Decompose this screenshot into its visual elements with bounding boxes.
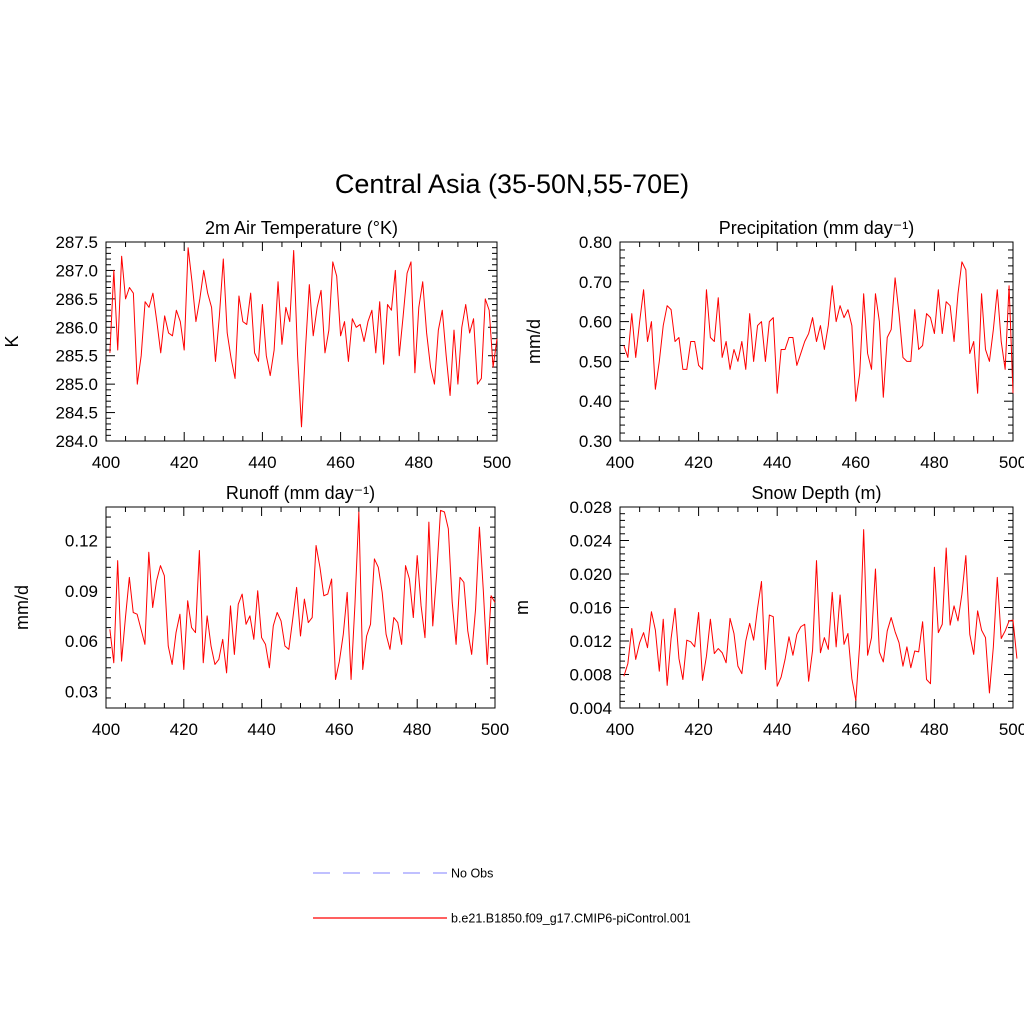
y-tick-label-precipitation: 0.80 (579, 233, 612, 252)
x-tick-label-snow-depth: 460 (842, 720, 870, 739)
y-tick-label-precipitation: 0.60 (579, 313, 612, 332)
x-tick-label-temperature: 440 (248, 453, 276, 472)
x-tick-label-temperature: 400 (92, 453, 120, 472)
panel-snow-depth: Snow Depth (m) m 400 420 440 460 480 500 0.004 0.… (512, 483, 1024, 739)
x-tick-label-temperature: 420 (170, 453, 198, 472)
y-tick-label-snow-depth: 0.028 (569, 498, 612, 517)
panel-title-temperature: 2m Air Temperature (°K) (205, 218, 398, 238)
y-tick-label-precipitation: 0.50 (579, 352, 612, 371)
series-line-runoff (109, 509, 496, 681)
ylabel-precipitation: mm/d (524, 319, 544, 364)
ylabel-snow-depth: m (512, 600, 532, 615)
x-tick-label-snow-depth: 480 (920, 720, 948, 739)
y-tick-label-temperature: 284.0 (55, 432, 98, 451)
x-tick-label-snow-depth: 400 (606, 720, 634, 739)
legend: No Obs b.e21.B1850.f09_g17.CMIP6-piContr… (313, 867, 691, 926)
panel-temperature: 2m Air Temperature (°K) K 400 420 440 460 480 5… (2, 218, 511, 472)
panel-title-snow-depth: Snow Depth (m) (751, 483, 881, 503)
y-tick-label-temperature: 285.5 (55, 347, 98, 366)
y-tick-label-runoff: 0.12 (65, 532, 98, 551)
x-tick-label-snow-depth: 440 (763, 720, 791, 739)
y-tick-label-temperature: 284.5 (55, 404, 98, 423)
y-tick-label-precipitation: 0.70 (579, 273, 612, 292)
x-tick-label-temperature: 460 (326, 453, 354, 472)
x-tick-label-runoff: 480 (403, 720, 431, 739)
x-tick-label-runoff: 400 (92, 720, 120, 739)
x-tick-label-temperature: 480 (405, 453, 433, 472)
legend-obs-label: No Obs (451, 867, 493, 881)
x-tick-label-runoff: 500 (481, 720, 509, 739)
y-tick-label-runoff: 0.06 (65, 632, 98, 651)
y-tick-label-snow-depth: 0.012 (569, 632, 612, 651)
series-line-snow-depth (623, 529, 1018, 701)
y-tick-label-temperature: 285.0 (55, 375, 98, 394)
panel-title-precipitation: Precipitation (mm day⁻¹) (719, 218, 915, 238)
figure-title: Central Asia (35-50N,55-70E) (335, 169, 689, 199)
series-line-temperature (109, 247, 498, 428)
x-tick-label-runoff: 460 (325, 720, 353, 739)
x-tick-label-snow-depth: 500 (999, 720, 1024, 739)
x-tick-label-runoff: 420 (170, 720, 198, 739)
panel-runoff: Runoff (mm day⁻¹) mm/d 400 420 440 460 480 500 0… (12, 483, 509, 739)
series-line-precipitation (623, 261, 1014, 402)
y-tick-label-temperature: 287.0 (55, 261, 98, 280)
y-tick-label-snow-depth: 0.024 (569, 532, 612, 551)
ylabel-runoff: mm/d (12, 585, 32, 630)
x-tick-label-temperature: 500 (483, 453, 511, 472)
y-tick-label-snow-depth: 0.016 (569, 599, 612, 618)
chart-panels: 2m Air Temperature (°K) K 400 420 440 460 480 5… (2, 218, 1024, 739)
x-tick-label-precipitation: 460 (842, 453, 870, 472)
y-tick-label-temperature: 287.5 (55, 233, 98, 252)
y-tick-label-precipitation: 0.40 (579, 392, 612, 411)
y-tick-label-runoff: 0.09 (65, 582, 98, 601)
panel-title-runoff: Runoff (mm day⁻¹) (226, 483, 375, 503)
y-tick-label-temperature: 286.0 (55, 318, 98, 337)
x-tick-label-precipitation: 400 (606, 453, 634, 472)
y-tick-label-temperature: 286.5 (55, 290, 98, 309)
x-tick-label-precipitation: 480 (920, 453, 948, 472)
y-tick-label-snow-depth: 0.004 (569, 699, 612, 718)
x-tick-label-runoff: 440 (247, 720, 275, 739)
y-tick-label-snow-depth: 0.008 (569, 666, 612, 685)
panel-precipitation: Precipitation (mm day⁻¹) mm/d 400 420 440 460… (524, 218, 1024, 472)
x-tick-label-precipitation: 500 (999, 453, 1024, 472)
y-tick-label-precipitation: 0.30 (579, 432, 612, 451)
legend-model-label: b.e21.B1850.f09_g17.CMIP6-piControl.001 (451, 912, 691, 926)
y-tick-label-runoff: 0.03 (65, 682, 98, 701)
ylabel-temperature: K (2, 335, 22, 347)
y-tick-label-snow-depth: 0.020 (569, 565, 612, 584)
x-tick-label-precipitation: 420 (684, 453, 712, 472)
x-tick-label-snow-depth: 420 (684, 720, 712, 739)
x-tick-label-precipitation: 440 (763, 453, 791, 472)
